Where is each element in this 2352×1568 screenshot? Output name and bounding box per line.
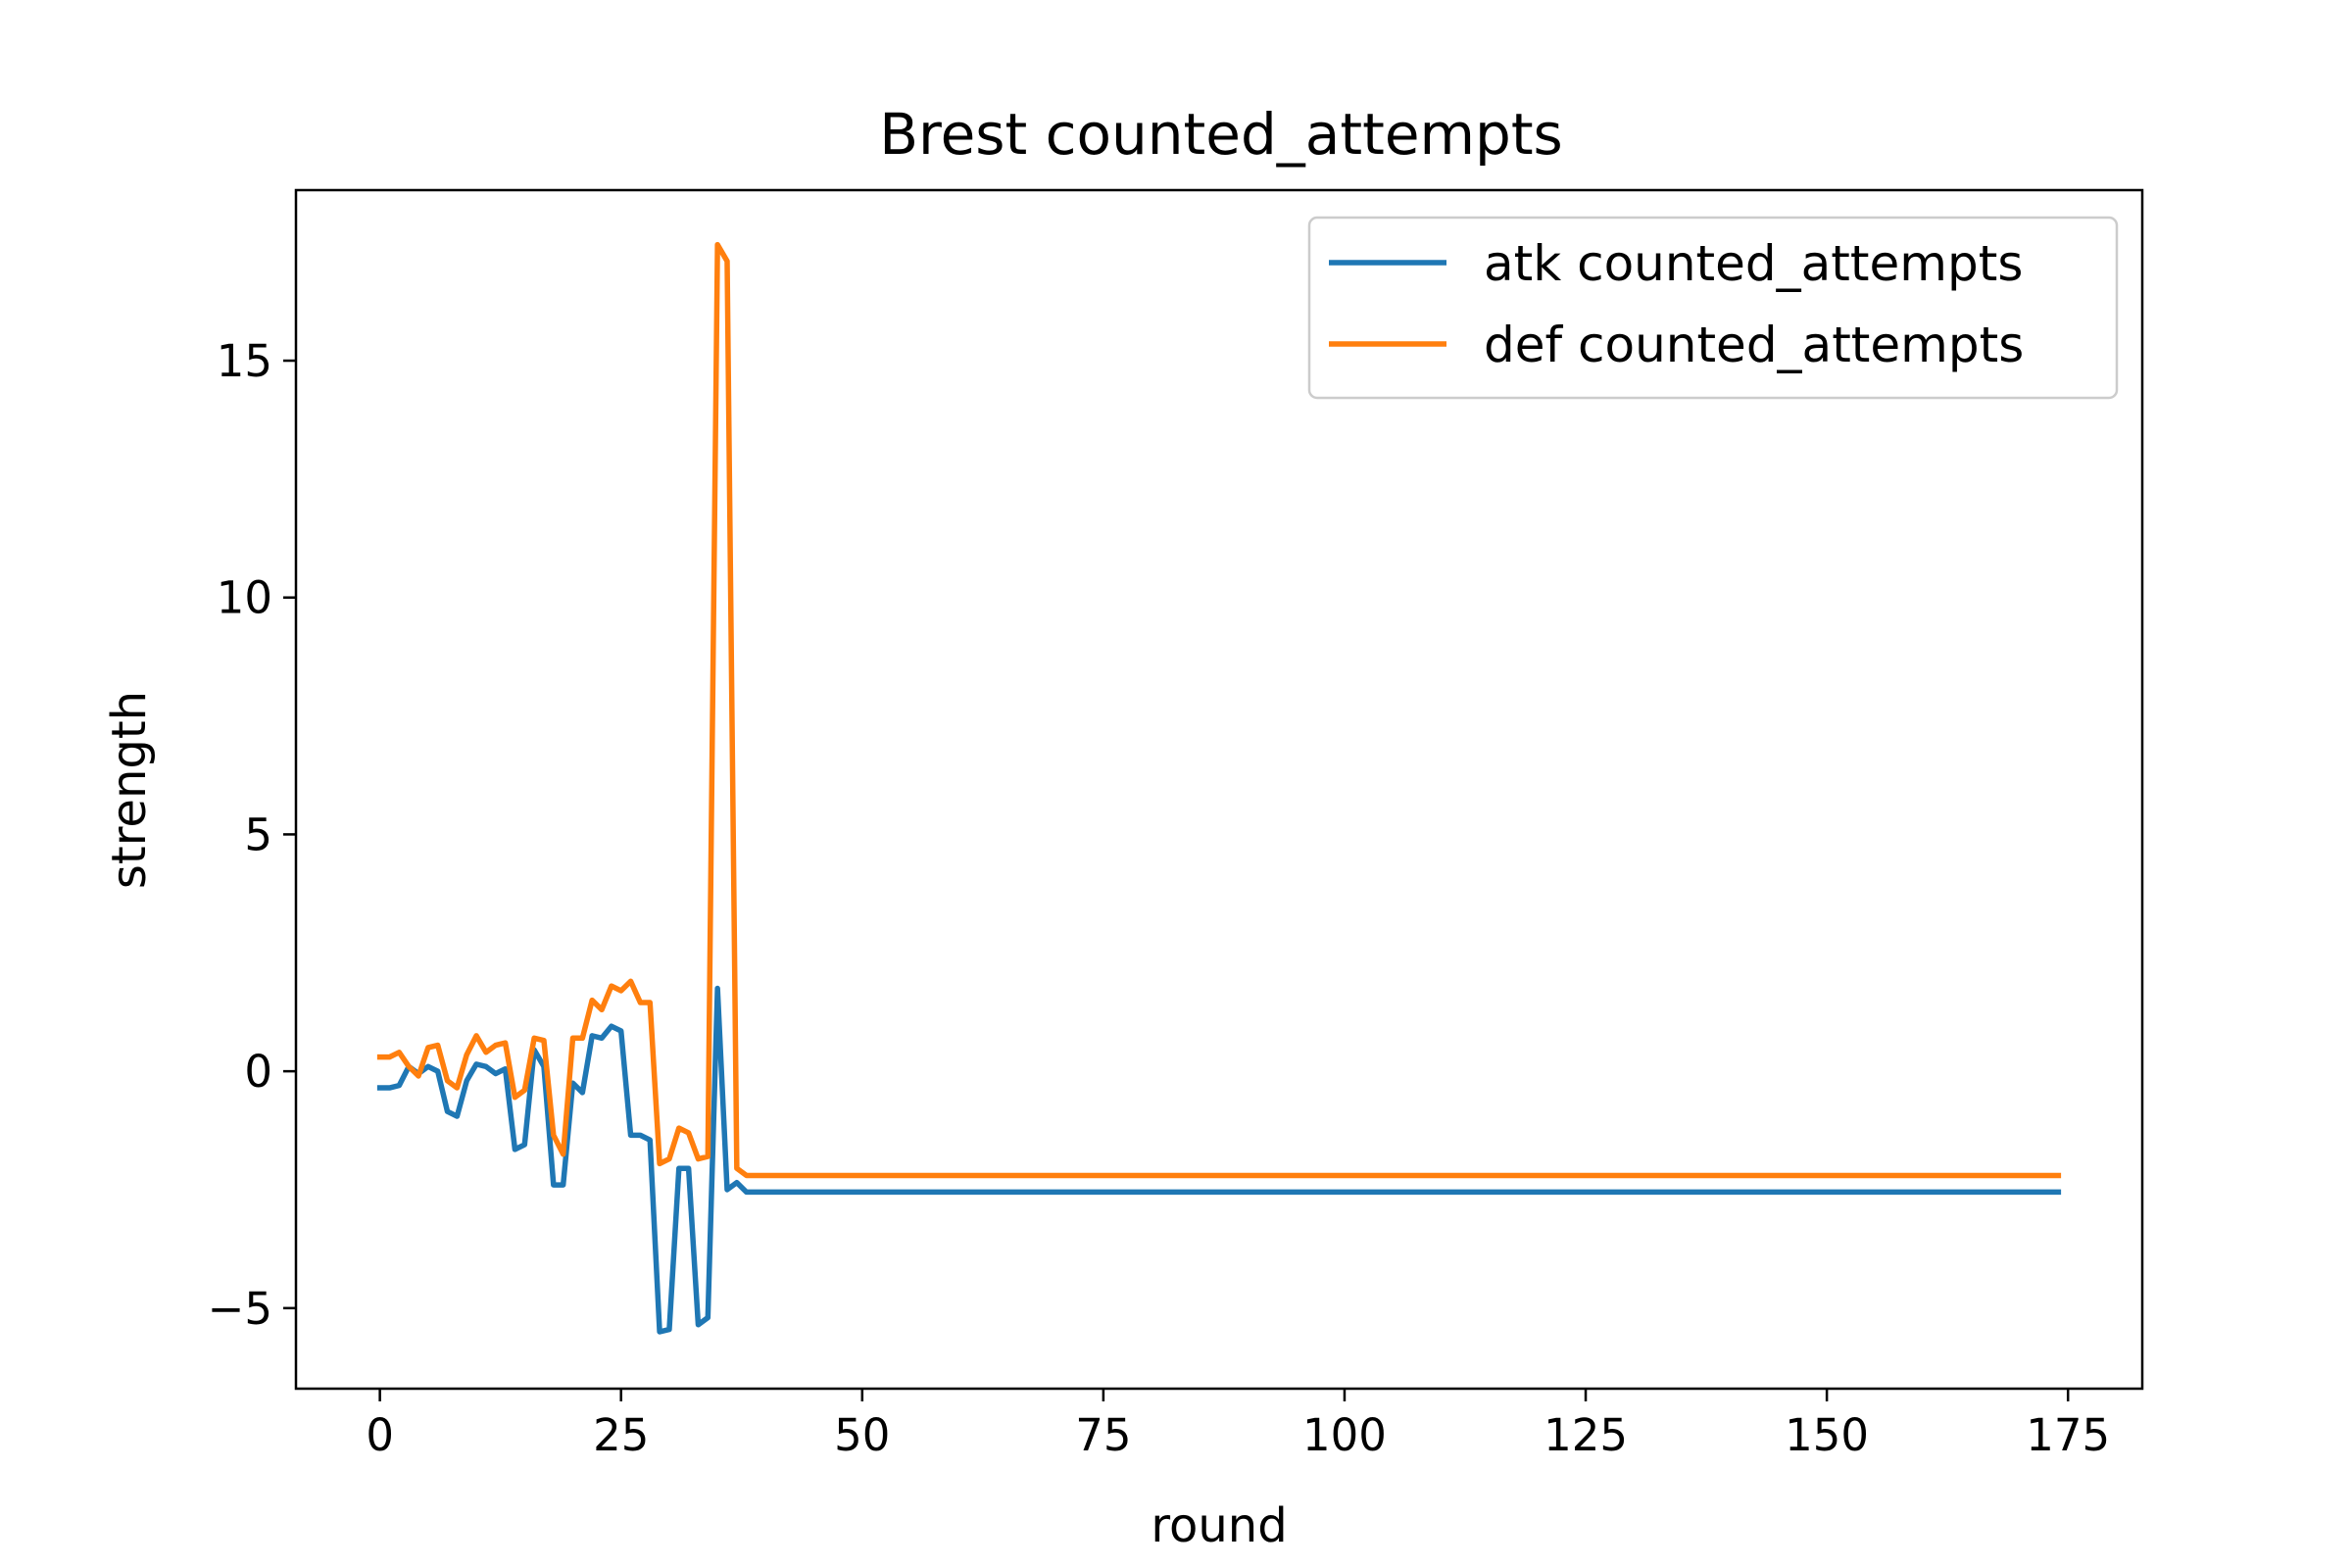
- y-tick-label: 10: [217, 572, 272, 624]
- y-axis-label: strength: [102, 691, 157, 889]
- plot-area-frame: [294, 188, 2144, 1391]
- y-tick-label: −5: [208, 1283, 272, 1335]
- legend-label-atk: atk counted_attempts: [1484, 235, 2023, 292]
- x-tick-label: 175: [2026, 1409, 2110, 1461]
- y-axis: −5 0 5 10 15: [208, 335, 296, 1335]
- legend: atk counted_attempts def counted_attempt…: [1307, 216, 2119, 400]
- legend-frame: [1307, 216, 2119, 400]
- series-line-0: [376, 985, 2062, 1335]
- x-tick-label: 25: [593, 1409, 649, 1461]
- x-axis-label: round: [1151, 1498, 1287, 1553]
- series-line-1: [376, 241, 2062, 1179]
- x-tick-label: 150: [1785, 1409, 1869, 1461]
- chart-title: Brest counted_attempts: [879, 101, 1563, 168]
- x-tick-label: 50: [834, 1409, 890, 1461]
- y-tick-label: 5: [244, 808, 272, 860]
- x-tick-label: 75: [1075, 1409, 1131, 1461]
- x-tick-label: 100: [1302, 1409, 1387, 1461]
- series-layer: [376, 241, 2062, 1335]
- legend-label-def: def counted_attempts: [1484, 317, 2024, 373]
- x-axis: 0 25 50 75 100 125 150 175: [366, 1389, 2110, 1461]
- x-tick-label: 0: [366, 1409, 394, 1461]
- x-tick-label: 125: [1544, 1409, 1628, 1461]
- y-tick-label: 15: [217, 335, 272, 387]
- y-tick-label: 0: [244, 1046, 272, 1098]
